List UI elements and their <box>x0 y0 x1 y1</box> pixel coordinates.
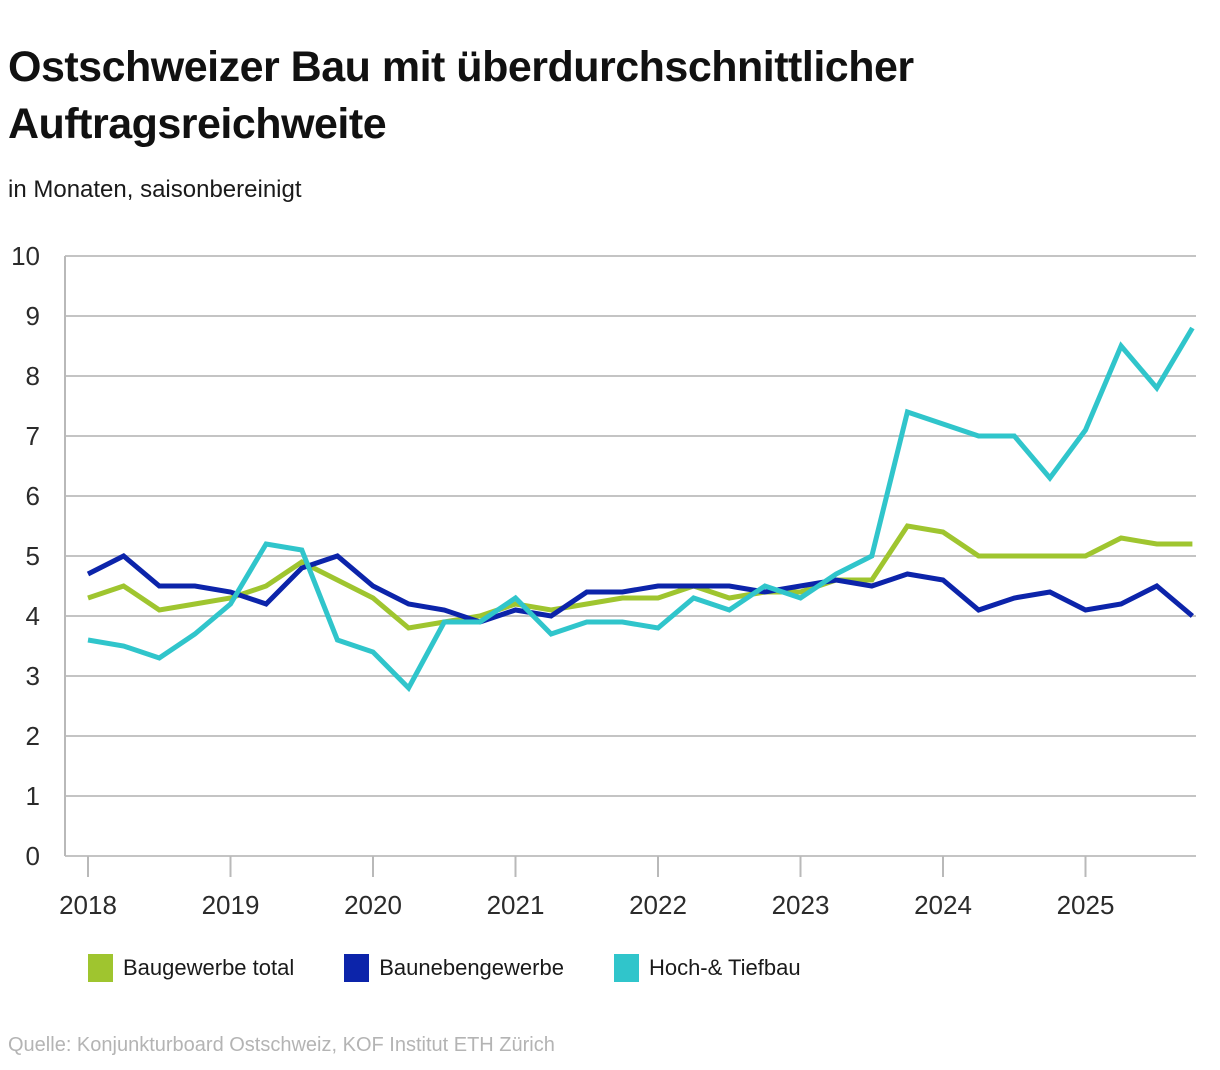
x-tick-label-2023: 2023 <box>772 890 830 920</box>
x-tick-label-2018: 2018 <box>59 890 117 920</box>
y-tick-label-3: 3 <box>26 661 40 691</box>
chart-legend: Baugewerbe total Baunebengewerbe Hoch-& … <box>88 954 801 982</box>
source-note: Quelle: Konjunkturboard Ostschweiz, KOF … <box>8 1034 555 1056</box>
series-line-hoch-tiefbau <box>87 326 1195 693</box>
legend-item-baunebengewerbe: Baunebengewerbe <box>344 954 564 982</box>
y-tick-label-0: 0 <box>26 841 40 871</box>
y-tick-label-7: 7 <box>26 421 40 451</box>
legend-swatch-hoch-tiefbau-icon <box>613 954 639 982</box>
x-tick-label-2022: 2022 <box>629 890 687 920</box>
x-tick-label-2020: 2020 <box>344 890 402 920</box>
x-tick-label-2025: 2025 <box>1057 890 1115 920</box>
y-tick-label-2: 2 <box>26 721 40 751</box>
legend-item-hoch-tiefbau: Hoch-& Tiefbau <box>613 954 801 982</box>
chart-subtitle: in Monaten, saisonbereinigt <box>8 176 302 203</box>
legend-label-hoch-tiefbau: Hoch-& Tiefbau <box>648 955 801 980</box>
y-tick-label-1: 1 <box>26 781 40 811</box>
y-tick-label-4: 4 <box>26 601 40 631</box>
page-title: Ostschweizer Bau mit überdurchschnittlic… <box>8 42 914 148</box>
chart-area: 0 1 2 3 4 5 6 7 8 9 10 2018 2019 2020 2021 2022 2023 2024… <box>0 240 1220 940</box>
y-tick-label-5: 5 <box>26 541 40 571</box>
x-tick-label-2021: 2021 <box>487 890 545 920</box>
y-tick-label-8: 8 <box>26 361 40 391</box>
legend-item-baugewerbe-total: Baugewerbe total <box>88 954 294 982</box>
legend-swatch-baunebengewerbe-icon <box>344 954 370 982</box>
y-tick-label-6: 6 <box>26 481 40 511</box>
legend-label-baunebengewerbe: Baunebengewerbe <box>379 955 564 980</box>
x-tick-label-2024: 2024 <box>914 890 972 920</box>
y-tick-label-10: 10 <box>11 241 40 271</box>
y-tick-label-9: 9 <box>26 301 40 331</box>
legend-swatch-baugewerbe-total-icon <box>88 954 113 982</box>
chart-svg: 0 1 2 3 4 5 6 7 8 9 10 2018 2019 2020 2021 2022 2023 2024… <box>11 241 1196 920</box>
legend-label-baugewerbe-total: Baugewerbe total <box>123 955 295 980</box>
x-tick-label-2019: 2019 <box>202 890 260 920</box>
series-line-baugewerbe-total <box>87 523 1193 631</box>
series-line-baunebengewerbe <box>86 553 1195 625</box>
